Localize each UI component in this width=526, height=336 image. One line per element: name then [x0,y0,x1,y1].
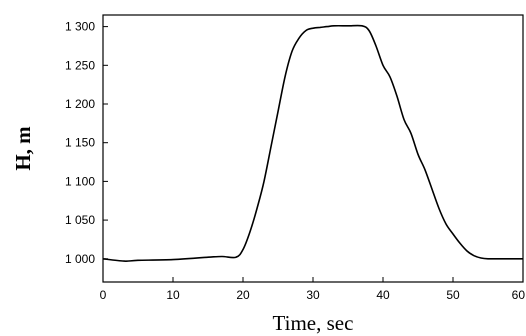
y-tick-label: 1 100 [65,174,95,188]
x-tick-label: 10 [166,288,180,302]
x-tick-label: 40 [376,288,390,302]
y-tick-labels: 1 000 1 050 1 100 1 150 1 200 1 250 1 300 [65,20,95,266]
x-tick-labels: 0 10 20 30 40 50 60 [100,288,526,302]
x-tick-label: 50 [446,288,460,302]
y-tick-label: 1 150 [65,136,95,150]
x-tick-label: 30 [306,288,320,302]
y-tick-label: 1 300 [65,20,95,34]
series-line [102,24,523,262]
plot-frame [102,14,524,283]
y-tick-label: 1 050 [65,213,95,227]
y-tick-label: 1 000 [65,252,95,266]
y-axis-title: H, m [11,126,35,171]
y-tick-label: 1 200 [65,97,95,111]
x-tick-label: 20 [236,288,250,302]
x-tick-label: 0 [100,288,107,302]
x-axis-title: Time, sec [273,311,354,335]
y-tick-label: 1 250 [65,58,95,72]
x-tick-label: 60 [512,288,526,302]
